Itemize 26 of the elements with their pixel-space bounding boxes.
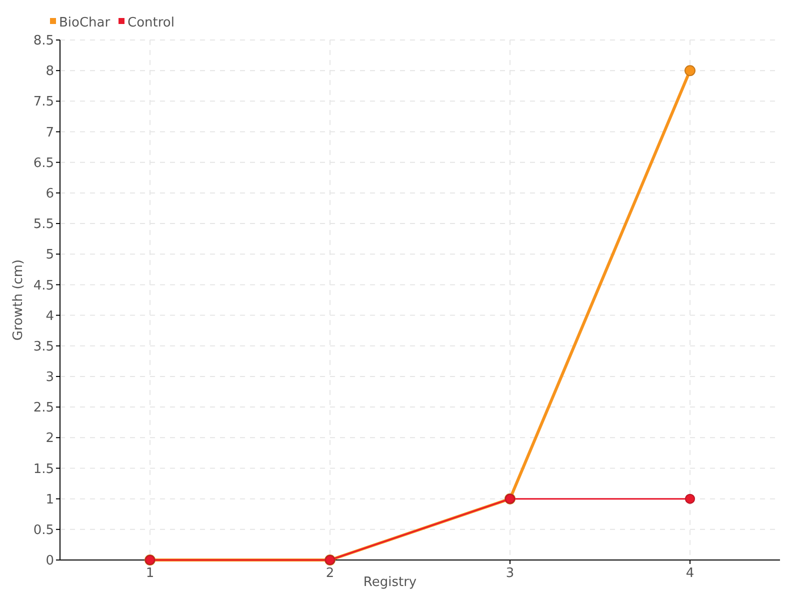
y-tick-label: 3.5 <box>33 339 54 354</box>
legend-label: BioChar <box>59 16 111 31</box>
y-tick-label: 5.5 <box>33 217 54 232</box>
y-tick-label: 0.5 <box>33 522 54 538</box>
y-tick-label: 8 <box>46 64 54 80</box>
y-tick-label: 1 <box>46 492 54 508</box>
y-tick-label: 0 <box>46 554 54 569</box>
y-tick-label: 7.5 <box>33 94 54 110</box>
y-axis-title: Growth (cm) <box>11 259 26 341</box>
y-tick-label: 3 <box>46 370 54 386</box>
y-tick-label: 2 <box>46 431 54 446</box>
y-tick-label: 2.5 <box>33 400 54 416</box>
x-tick-label: 3 <box>506 566 514 581</box>
y-tick-label: 6 <box>46 186 54 202</box>
y-tick-label: 5 <box>46 248 54 263</box>
x-axis-title: Registry <box>363 575 417 590</box>
x-tick-label: 4 <box>686 566 694 581</box>
y-tick-label: 4 <box>46 308 54 324</box>
y-tick-label: 6.5 <box>33 156 54 171</box>
x-tick-label: 2 <box>326 566 334 581</box>
y-tick-label: 1.5 <box>33 462 54 477</box>
x-tick-label: 1 <box>146 566 154 581</box>
y-tick-label: 4.5 <box>33 278 54 294</box>
legend-label: Control <box>128 16 174 31</box>
y-tick-label: 8.5 <box>33 34 54 49</box>
y-tick-label: 7 <box>46 125 54 140</box>
